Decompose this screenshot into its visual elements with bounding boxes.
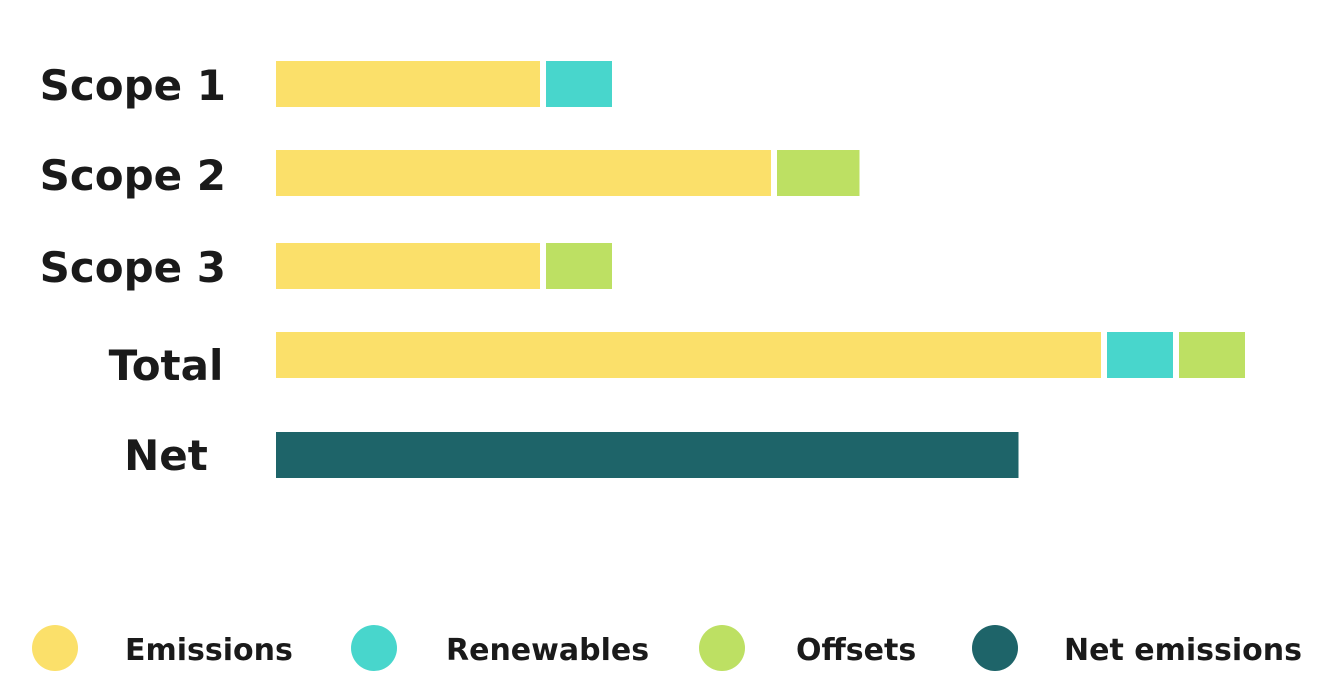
category-label-scope-3: Scope 3 — [40, 243, 226, 292]
legend-label-net-emissions: Net emissions — [1064, 633, 1302, 668]
category-label-total: Total — [109, 341, 224, 390]
legend-label-emissions: Emissions — [125, 633, 293, 668]
bars — [276, 61, 1245, 478]
legend-swatch-offsets — [699, 625, 745, 671]
legend-swatch-renewables — [351, 625, 397, 671]
legend-swatch-net-emissions — [972, 625, 1018, 671]
bar-scope-2-emissions — [276, 150, 771, 196]
legend-label-renewables: Renewables — [446, 633, 649, 668]
category-label-scope-1: Scope 1 — [40, 61, 226, 110]
bar-scope-1-emissions — [276, 61, 540, 107]
category-labels: Scope 1 Scope 2 Scope 3 Total Net — [40, 61, 226, 480]
bar-scope-1-renewables — [546, 61, 612, 107]
bar-total-emissions — [276, 332, 1101, 378]
bar-scope-2-offsets — [777, 150, 860, 196]
bar-total-offsets — [1179, 332, 1245, 378]
bar-scope-3-emissions — [276, 243, 540, 289]
legend: Emissions Renewables Offsets Net emissio… — [32, 625, 1302, 671]
bar-scope-3-offsets — [546, 243, 612, 289]
legend-swatch-emissions — [32, 625, 78, 671]
category-label-net: Net — [124, 431, 208, 480]
bar-total-renewables — [1107, 332, 1173, 378]
category-label-scope-2: Scope 2 — [40, 151, 226, 200]
legend-label-offsets: Offsets — [796, 633, 916, 668]
bar-net-net-emissions — [276, 432, 1019, 478]
